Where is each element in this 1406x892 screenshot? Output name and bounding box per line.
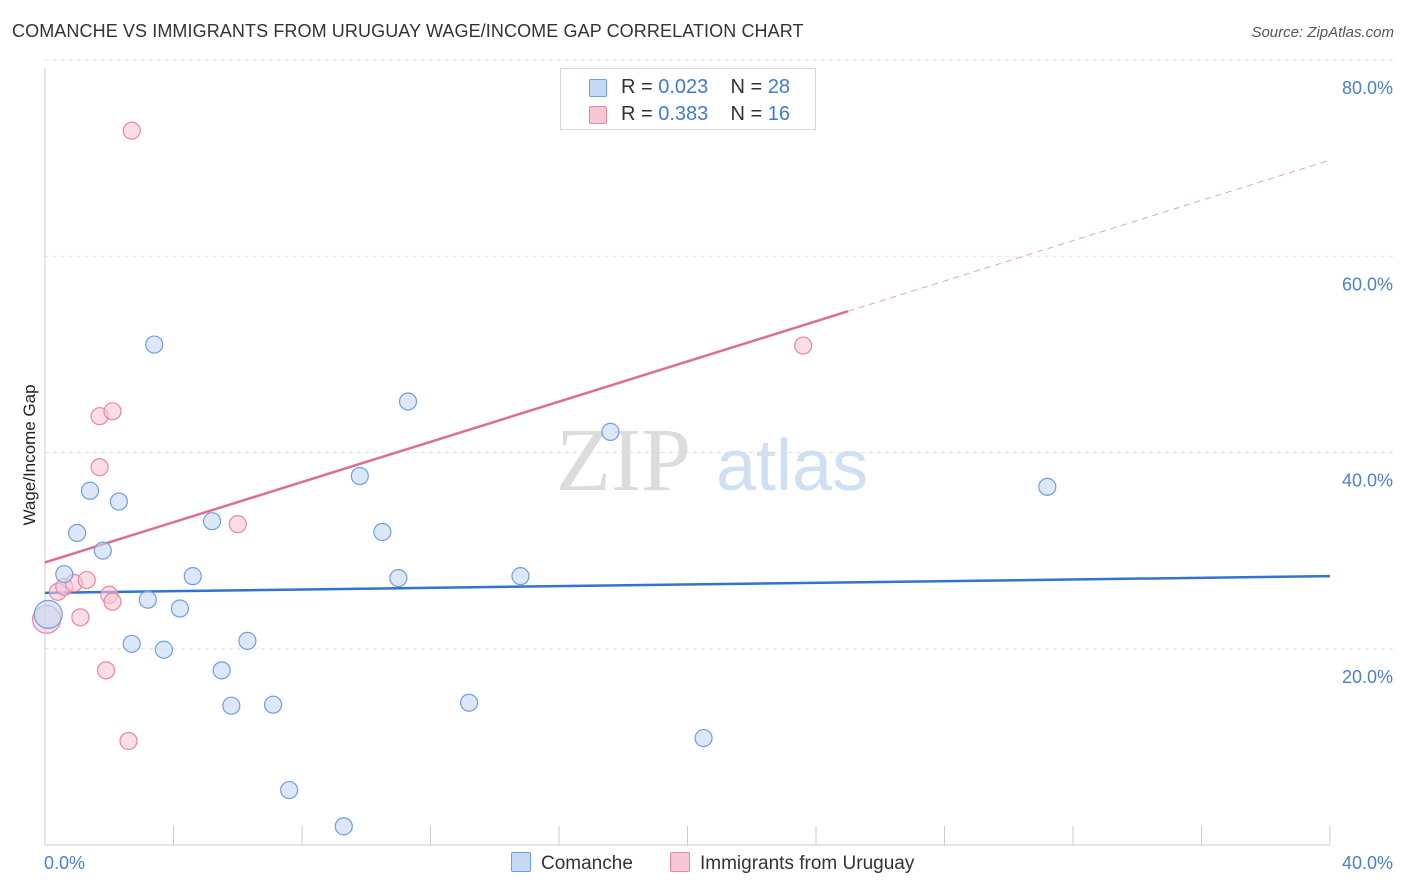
legend-n-label: N =	[730, 103, 763, 125]
point-comanche	[202, 512, 222, 531]
chart-title: COMANCHE VS IMMIGRANTS FROM URUGUAY WAGE…	[12, 21, 804, 41]
y-tick-label: 40.0%	[1342, 471, 1393, 491]
point-comanche	[1038, 477, 1057, 496]
point-uruguay	[71, 608, 90, 627]
point-comanche	[459, 693, 479, 712]
grid	[45, 59, 1393, 650]
point-comanche	[601, 422, 620, 441]
watermark-atlas: atlas	[716, 426, 868, 506]
tick-labels: 20.0% 40.0% 60.0% 80.0% 0.0% 40.0%	[44, 78, 1393, 873]
point-uruguay	[103, 402, 122, 421]
point-comanche	[138, 590, 157, 609]
point-comanche	[122, 634, 141, 653]
trend-lines	[44, 159, 1331, 595]
watermark-zip: ZIP	[556, 411, 691, 510]
point-comanche	[93, 541, 112, 560]
point-uruguay	[103, 592, 122, 611]
point-comanche	[373, 522, 392, 542]
legend-swatch-uruguay	[589, 106, 607, 124]
point-uruguay	[122, 121, 141, 140]
point-comanche	[238, 631, 257, 651]
data-points	[32, 121, 1057, 836]
legend-r-value: 0.023	[658, 76, 709, 98]
watermark: ZIP atlas	[556, 411, 868, 510]
point-uruguay	[119, 731, 138, 751]
point-uruguay	[90, 458, 109, 477]
point-comanche	[212, 661, 231, 680]
bottom-legend-uruguay: Immigrants from Uruguay	[670, 852, 914, 875]
point-uruguay	[794, 336, 813, 355]
point-uruguay	[228, 515, 247, 534]
bottom-legend-swatch-comanche	[511, 852, 531, 872]
point-comanche	[55, 565, 74, 584]
point-comanche	[170, 599, 190, 618]
source-label: Source: ZipAtlas.com	[1251, 24, 1394, 41]
point-uruguay	[96, 661, 116, 680]
point-comanche	[154, 640, 173, 659]
point-comanche	[183, 567, 202, 586]
x-tick-label: 40.0%	[1342, 853, 1393, 873]
y-tick-label: 80.0%	[1342, 78, 1393, 98]
trend-line-uruguay-extension	[847, 159, 1331, 312]
point-uruguay	[77, 570, 96, 590]
y-tick-label: 20.0%	[1342, 667, 1393, 687]
point-comanche	[263, 695, 283, 714]
x-tick-label: 0.0%	[44, 853, 85, 873]
stats-legend: R = 0.023 N = 28 R = 0.383 N = 16	[560, 68, 816, 130]
point-comanche	[109, 492, 128, 511]
legend-r-label: R =	[621, 76, 653, 98]
bottom-legend-label-uruguay: Immigrants from Uruguay	[700, 853, 915, 874]
point-comanche	[398, 392, 418, 411]
legend-r-label: R =	[621, 103, 653, 125]
point-comanche	[145, 335, 164, 354]
point-comanche	[389, 568, 408, 588]
point-comanche	[350, 466, 369, 486]
legend-n-label: N =	[730, 76, 763, 98]
legend-swatch-comanche	[589, 79, 607, 97]
trend-line-comanche	[44, 574, 1331, 595]
point-comanche	[222, 696, 241, 715]
bottom-legend-label-comanche: Comanche	[541, 853, 633, 874]
axes	[44, 68, 1331, 846]
trend-line-uruguay	[44, 310, 849, 564]
legend-r-value: 0.383	[658, 103, 709, 125]
point-comanche	[511, 567, 530, 586]
point-comanche	[68, 523, 87, 543]
bottom-legend-comanche: Comanche	[511, 852, 633, 875]
legend-n-value: 16	[767, 103, 791, 125]
y-axis-label: Wage/Income Gap	[20, 384, 39, 525]
point-comanche	[80, 481, 100, 500]
point-comanche	[280, 780, 299, 800]
point-comanche	[694, 728, 713, 748]
point-comanche	[33, 599, 63, 630]
bottom-legend-swatch-uruguay	[670, 852, 690, 872]
legend-n-value: 28	[767, 76, 791, 98]
y-tick-label: 60.0%	[1342, 274, 1393, 294]
point-comanche	[334, 817, 353, 836]
